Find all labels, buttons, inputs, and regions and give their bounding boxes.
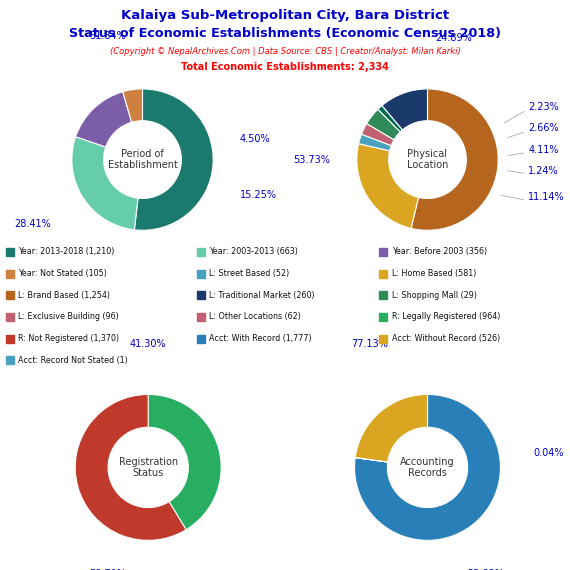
Wedge shape [382, 89, 428, 130]
Text: 53.73%: 53.73% [294, 155, 331, 165]
Text: L: Other Locations (62): L: Other Locations (62) [209, 312, 301, 321]
Text: 11.14%: 11.14% [528, 192, 565, 202]
Text: 51.84%: 51.84% [89, 31, 125, 42]
Text: Year: 2003-2013 (663): Year: 2003-2013 (663) [209, 247, 298, 256]
Text: (Copyright © NepalArchives.Com | Data Source: CBS | Creator/Analyst: Milan Karki: (Copyright © NepalArchives.Com | Data So… [109, 47, 461, 56]
Text: L: Home Based (581): L: Home Based (581) [392, 269, 476, 278]
Wedge shape [359, 134, 391, 151]
Text: Year: 2013-2018 (1,210): Year: 2013-2018 (1,210) [18, 247, 115, 256]
Wedge shape [123, 89, 142, 123]
Text: 24.89%: 24.89% [435, 33, 473, 43]
Wedge shape [355, 458, 388, 462]
Text: 4.11%: 4.11% [528, 145, 559, 154]
Text: L: Exclusive Building (96): L: Exclusive Building (96) [18, 312, 119, 321]
Wedge shape [148, 394, 221, 530]
Wedge shape [355, 394, 428, 462]
Text: Registration
Status: Registration Status [119, 457, 178, 478]
Wedge shape [72, 137, 138, 230]
Wedge shape [367, 109, 400, 140]
Text: 2.23%: 2.23% [528, 102, 559, 112]
Text: 1.24%: 1.24% [528, 166, 559, 176]
Text: L: Shopping Mall (29): L: Shopping Mall (29) [392, 291, 477, 300]
Text: Total Economic Establishments: 2,334: Total Economic Establishments: 2,334 [181, 62, 389, 72]
Wedge shape [135, 89, 213, 230]
Text: Acct: With Record (1,777): Acct: With Record (1,777) [209, 334, 312, 343]
Text: Accounting
Records: Accounting Records [400, 457, 455, 478]
Text: 2.66%: 2.66% [528, 123, 559, 133]
Text: Status of Economic Establishments (Economic Census 2018): Status of Economic Establishments (Econo… [69, 27, 501, 40]
Text: 77.13%: 77.13% [351, 339, 388, 349]
Text: 4.50%: 4.50% [240, 134, 270, 144]
Text: Acct: Without Record (526): Acct: Without Record (526) [392, 334, 500, 343]
Wedge shape [355, 394, 500, 540]
Wedge shape [361, 124, 394, 145]
Text: L: Traditional Market (260): L: Traditional Market (260) [209, 291, 315, 300]
Text: 0.04%: 0.04% [534, 449, 564, 458]
Text: Year: Before 2003 (356): Year: Before 2003 (356) [392, 247, 487, 256]
Wedge shape [357, 144, 418, 229]
Text: 15.25%: 15.25% [240, 190, 276, 201]
Wedge shape [378, 105, 402, 132]
Wedge shape [411, 89, 498, 230]
Text: 22.83%: 22.83% [467, 569, 504, 570]
Text: Year: Not Stated (105): Year: Not Stated (105) [18, 269, 107, 278]
Wedge shape [76, 92, 132, 147]
Text: 41.30%: 41.30% [130, 339, 166, 349]
Text: R: Not Registered (1,370): R: Not Registered (1,370) [18, 334, 119, 343]
Wedge shape [75, 394, 186, 540]
Text: L: Brand Based (1,254): L: Brand Based (1,254) [18, 291, 110, 300]
Text: Physical
Location: Physical Location [407, 149, 448, 170]
Text: L: Street Based (52): L: Street Based (52) [209, 269, 290, 278]
Text: 28.41%: 28.41% [15, 219, 51, 229]
Text: Kalaiya Sub-Metropolitan City, Bara District: Kalaiya Sub-Metropolitan City, Bara Dist… [121, 9, 449, 22]
Text: 58.70%: 58.70% [89, 569, 127, 570]
Text: Period of
Establishment: Period of Establishment [108, 149, 177, 170]
Text: R: Legally Registered (964): R: Legally Registered (964) [392, 312, 500, 321]
Text: Acct: Record Not Stated (1): Acct: Record Not Stated (1) [18, 356, 128, 365]
